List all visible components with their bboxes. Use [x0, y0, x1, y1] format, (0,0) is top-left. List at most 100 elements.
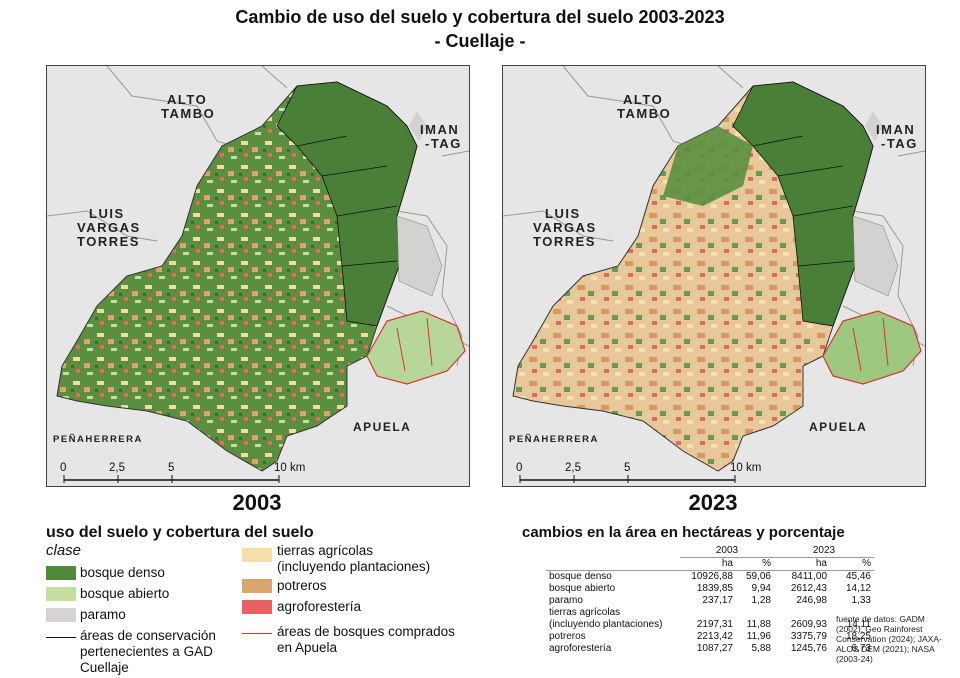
place-label-alto-tambo-1: ALTO	[623, 92, 663, 107]
scale-tick-5: 5	[168, 462, 174, 474]
legend-label-conservation-1: áreas de conservación	[80, 628, 216, 643]
place-label-alto-tambo-2: TAMBO	[617, 106, 671, 121]
place-label-apuela: APUELA	[809, 420, 867, 434]
scale-tick-2-5: 2,5	[565, 462, 581, 474]
table-row: paramo 237,17 1,28 246,98 1,33	[546, 595, 874, 607]
cell: 11,88	[746, 619, 771, 630]
table-row: (incluyendo plantaciones) 2197,31 11,88 …	[546, 619, 874, 631]
map-subtitle: - Cuellaje -	[434, 31, 526, 51]
header-year-2023: 2023	[774, 545, 874, 558]
legend-label-tierras-1: tierras agrícolas	[277, 543, 374, 558]
cell: 5,88	[751, 643, 771, 654]
unit-pct: %	[862, 558, 871, 569]
line-conservation-areas	[46, 637, 76, 638]
row-label: potreros	[549, 631, 586, 642]
table-row: potreros 2213,42 11,96 3375,79 18,25	[546, 631, 874, 643]
row-label: bosque abierto	[549, 583, 616, 594]
unit-ha: ha	[815, 558, 827, 569]
unit-ha: ha	[721, 558, 733, 569]
map-2003: ALTO TAMBO IMAN -TAG LUIS VARGAS TORRES …	[47, 66, 469, 486]
legend-label-conservation-2: pertenecientes a GAD	[80, 644, 213, 659]
swatch-tierras-agricolas	[242, 548, 272, 562]
place-label-luis-2: VARGAS	[533, 220, 597, 235]
cell: 59,06	[745, 571, 771, 582]
cell: 1087,27	[696, 643, 733, 654]
legend-label-tierras-2: (incluyendo plantaciones)	[277, 559, 431, 574]
header-year-2003: 2003	[680, 545, 774, 558]
cell: 14,11	[846, 619, 871, 630]
cell: 237,17	[702, 595, 733, 606]
place-label-penaherrera: PEÑAHERRERA	[53, 434, 143, 445]
row-label: bosque denso	[549, 571, 612, 582]
change-table: 2003 2023 ha % ha % bosque denso 10926,8…	[546, 545, 874, 655]
place-label-alto-tambo-1: ALTO	[167, 92, 207, 107]
cell: 11,96	[746, 631, 771, 642]
cell: 6,73	[851, 643, 871, 654]
row-label-2: (incluyendo plantaciones)	[549, 619, 663, 630]
cell: 1839,85	[696, 583, 733, 594]
scale-tick-2-5: 2,5	[109, 462, 125, 474]
cell: 1,33	[851, 595, 871, 606]
cell: 246,98	[796, 595, 827, 606]
place-label-alto-tambo-2: TAMBO	[161, 106, 215, 121]
place-label-luis-2: VARGAS	[77, 220, 141, 235]
table-row: bosque abierto 1839,85 9,94 2612,43 14,1…	[546, 583, 874, 595]
cell: 18,25	[845, 631, 871, 642]
table-row: tierras agrícolas	[546, 607, 874, 619]
place-label-iman-tag-1: IMAN	[876, 122, 915, 137]
place-label-luis-3: TORRES	[533, 234, 596, 249]
row-label: tierras agrícolas	[549, 607, 621, 618]
data-source-note: fuente de datos: GADM (2002); Geo Rainfo…	[836, 614, 942, 664]
cell: 2197,31	[696, 619, 733, 630]
scale-tick-0: 0	[516, 462, 522, 474]
scale-tick-0: 0	[60, 462, 66, 474]
year-label-2023: 2023	[688, 490, 738, 515]
cell: 2612,43	[790, 583, 827, 594]
table-header-years: 2003 2023	[546, 545, 874, 558]
map-panel-2003[interactable]: ALTO TAMBO IMAN -TAG LUIS VARGAS TORRES …	[46, 65, 470, 487]
place-label-penaherrera: PEÑAHERRERA	[509, 434, 599, 445]
unit-pct: %	[762, 558, 771, 569]
place-label-luis-3: TORRES	[77, 234, 140, 249]
legend-label-conservation-3: Cuellaje	[80, 660, 129, 675]
place-label-luis-1: LUIS	[89, 206, 125, 221]
table-row: bosque denso 10926,88 59,06 8411,00 45,4…	[546, 571, 874, 584]
swatch-bosque-abierto	[46, 587, 76, 601]
row-label: agroforestería	[549, 643, 612, 654]
swatch-potreros	[242, 579, 272, 593]
cell: 14,12	[845, 583, 871, 594]
table-header-units: ha % ha %	[546, 558, 874, 571]
cell: 10926,88	[691, 571, 733, 582]
cell: 2609,93	[790, 619, 827, 630]
legend-label-potreros: potreros	[277, 578, 327, 593]
map-panel-2023[interactable]: ALTO TAMBO IMAN -TAG LUIS VARGAS TORRES …	[502, 65, 926, 487]
place-label-apuela: APUELA	[353, 420, 411, 434]
legend-label-agroforesteria: agroforestería	[277, 599, 362, 614]
map-2023: ALTO TAMBO IMAN -TAG LUIS VARGAS TORRES …	[503, 66, 925, 486]
place-label-luis-1: LUIS	[545, 206, 581, 221]
cell: 2213,42	[696, 631, 733, 642]
legend-label-apuela-2: en Apuela	[277, 640, 338, 655]
cell: 3375,79	[790, 631, 827, 642]
cell: 9,94	[751, 583, 771, 594]
scale-tick-10km: 10 km	[274, 462, 305, 474]
row-label: paramo	[549, 595, 583, 606]
scale-tick-5: 5	[624, 462, 630, 474]
legend-title: uso del suelo y cobertura del suelo	[46, 524, 314, 541]
year-label-2003: 2003	[232, 490, 282, 515]
line-apuela-forests	[242, 633, 272, 634]
swatch-paramo	[46, 608, 76, 622]
cell: 8411,00	[791, 571, 827, 582]
table-title: cambios en la área en hectáreas y porcen…	[522, 524, 845, 541]
legend-label-paramo: paramo	[80, 607, 126, 622]
map-title: Cambio de uso del suelo y cobertura del …	[235, 7, 725, 27]
legend-label-apuela-1: áreas de bosques comprados	[277, 624, 455, 639]
cell: 45,46	[845, 571, 871, 582]
cell: 1245,76	[790, 643, 827, 654]
place-label-iman-tag-2: -TAG	[425, 136, 462, 151]
table-row: agroforestería 1087,27 5,88 1245,76 6,73	[546, 643, 874, 655]
swatch-agroforesteria	[242, 600, 272, 614]
legend-label-bosque-abierto: bosque abierto	[80, 586, 170, 601]
place-label-iman-tag-2: -TAG	[881, 136, 918, 151]
legend-label-bosque-denso: bosque denso	[80, 565, 165, 580]
